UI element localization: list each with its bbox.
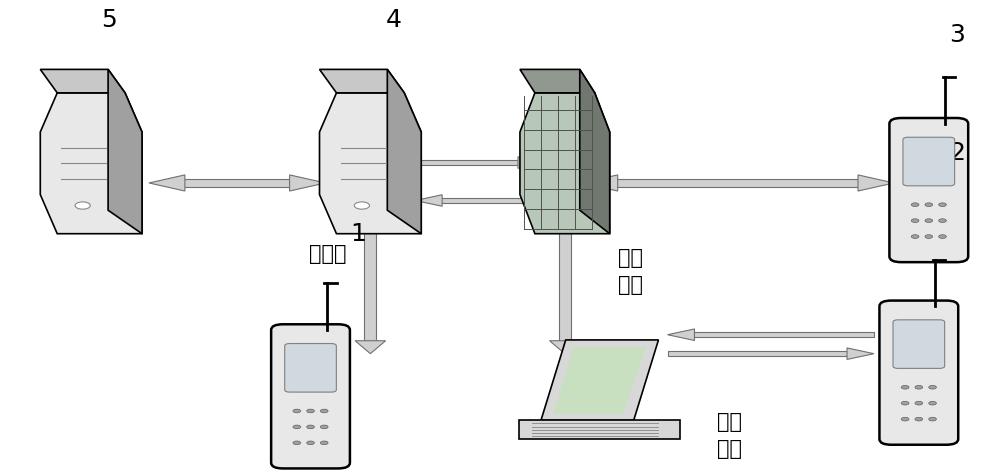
Circle shape bbox=[320, 409, 328, 413]
Polygon shape bbox=[858, 176, 894, 192]
Polygon shape bbox=[520, 94, 610, 234]
Polygon shape bbox=[355, 341, 386, 354]
FancyBboxPatch shape bbox=[271, 325, 350, 468]
Polygon shape bbox=[320, 70, 404, 94]
FancyBboxPatch shape bbox=[612, 179, 863, 188]
Circle shape bbox=[901, 386, 909, 389]
Circle shape bbox=[925, 219, 933, 223]
Text: 5: 5 bbox=[101, 9, 117, 32]
Circle shape bbox=[929, 386, 936, 389]
Circle shape bbox=[307, 409, 314, 413]
FancyBboxPatch shape bbox=[668, 351, 851, 357]
Circle shape bbox=[939, 203, 946, 207]
Polygon shape bbox=[520, 70, 595, 94]
Circle shape bbox=[911, 219, 919, 223]
Polygon shape bbox=[668, 329, 694, 341]
Circle shape bbox=[354, 202, 370, 210]
FancyBboxPatch shape bbox=[903, 138, 955, 187]
Polygon shape bbox=[108, 70, 142, 234]
Circle shape bbox=[929, 417, 936, 421]
Text: 无线
网络: 无线 网络 bbox=[717, 411, 742, 457]
Circle shape bbox=[901, 417, 909, 421]
Polygon shape bbox=[355, 207, 386, 220]
Polygon shape bbox=[290, 176, 325, 192]
Polygon shape bbox=[582, 176, 618, 192]
Polygon shape bbox=[387, 70, 421, 234]
FancyBboxPatch shape bbox=[415, 161, 522, 166]
Circle shape bbox=[293, 425, 301, 429]
Polygon shape bbox=[149, 176, 185, 192]
Polygon shape bbox=[415, 195, 442, 207]
Circle shape bbox=[915, 386, 923, 389]
Text: 有线
网络: 有线 网络 bbox=[618, 248, 643, 294]
Polygon shape bbox=[40, 70, 125, 94]
Circle shape bbox=[915, 417, 923, 421]
Polygon shape bbox=[550, 217, 580, 229]
Text: 2: 2 bbox=[949, 141, 965, 165]
Polygon shape bbox=[550, 341, 580, 354]
FancyBboxPatch shape bbox=[879, 301, 958, 445]
Circle shape bbox=[939, 235, 946, 239]
FancyBboxPatch shape bbox=[438, 198, 545, 204]
FancyBboxPatch shape bbox=[690, 332, 874, 337]
Text: 4: 4 bbox=[385, 9, 401, 32]
Text: 3: 3 bbox=[949, 22, 965, 47]
Circle shape bbox=[939, 219, 946, 223]
Circle shape bbox=[320, 425, 328, 429]
Circle shape bbox=[915, 402, 923, 405]
Polygon shape bbox=[518, 158, 545, 169]
FancyBboxPatch shape bbox=[285, 344, 336, 392]
Circle shape bbox=[75, 202, 90, 210]
Text: 数据线: 数据线 bbox=[309, 243, 346, 263]
Text: 1: 1 bbox=[350, 221, 366, 245]
Polygon shape bbox=[541, 340, 658, 420]
Polygon shape bbox=[320, 94, 421, 234]
Polygon shape bbox=[519, 420, 680, 439]
Circle shape bbox=[293, 441, 301, 445]
Polygon shape bbox=[580, 70, 610, 234]
Circle shape bbox=[925, 235, 933, 239]
Polygon shape bbox=[40, 94, 142, 234]
FancyBboxPatch shape bbox=[889, 119, 968, 263]
FancyBboxPatch shape bbox=[893, 320, 945, 368]
Circle shape bbox=[901, 402, 909, 405]
Circle shape bbox=[911, 203, 919, 207]
Circle shape bbox=[320, 441, 328, 445]
Polygon shape bbox=[553, 347, 646, 414]
Circle shape bbox=[929, 402, 936, 405]
Circle shape bbox=[293, 409, 301, 413]
Circle shape bbox=[307, 425, 314, 429]
Circle shape bbox=[911, 235, 919, 239]
FancyBboxPatch shape bbox=[179, 179, 295, 188]
Polygon shape bbox=[847, 348, 874, 360]
Circle shape bbox=[307, 441, 314, 445]
Circle shape bbox=[925, 203, 933, 207]
FancyBboxPatch shape bbox=[559, 228, 571, 343]
FancyBboxPatch shape bbox=[364, 218, 376, 343]
